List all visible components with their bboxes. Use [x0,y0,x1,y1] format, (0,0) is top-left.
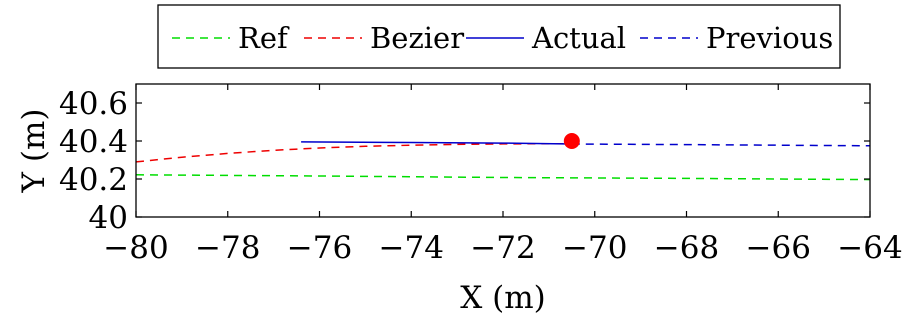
legend-label-previous: Previous [706,21,833,55]
x-tick-label: −78 [195,230,260,266]
plot-lines [135,133,871,181]
x-tick-label: −68 [654,230,719,266]
series-previous-line [571,143,871,147]
y-tick-label: 40.2 [59,162,128,198]
ticks [135,84,871,218]
legend-label-bezier: Bezier [370,21,464,55]
x-axis-label: X (m) [460,280,546,316]
current-position-marker [563,133,580,149]
y-tick-label: 40 [89,200,128,236]
x-tick-label: −66 [746,230,811,266]
legend-label-ref: Ref [238,21,290,55]
tick-labels: −80 −78 −76 −74 −72 −70 −68 −66 −64 4040.240.440.… [59,86,903,266]
series-ref-line [135,174,871,181]
x-tick-label: −74 [379,230,444,266]
legend: Ref Bezier Actual Previous [157,4,841,69]
series-actual-line [301,141,572,145]
y-tick-label: 40.4 [59,124,128,160]
x-tick-label: −76 [287,230,352,266]
y-axis-label: Y (m) [16,109,52,194]
x-tick-label: −64 [837,230,902,266]
series-bezier-line [135,142,572,163]
x-tick-label: −80 [103,230,168,266]
legend-box [157,4,841,69]
legend-label-actual: Actual [531,21,626,55]
x-tick-label: −72 [470,230,535,266]
plot-frame [135,83,871,218]
y-tick-label: 40.6 [59,86,128,122]
x-tick-label: −70 [562,230,627,266]
